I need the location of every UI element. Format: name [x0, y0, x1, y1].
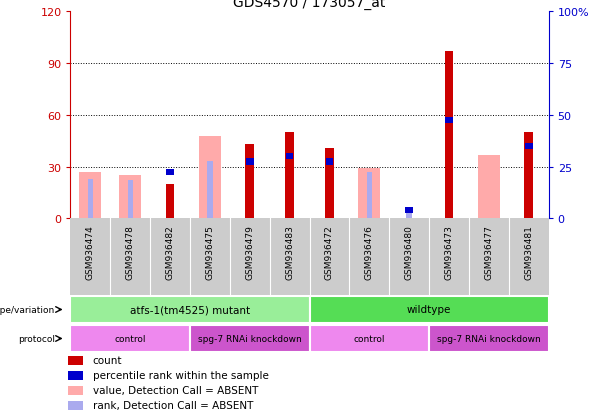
Bar [68, 386, 83, 395]
Text: control: control [354, 334, 385, 343]
Bar [166, 169, 174, 176]
Bar [120, 176, 141, 219]
Bar [429, 325, 549, 352]
Text: spg-7 RNAi knockdown: spg-7 RNAi knockdown [437, 334, 541, 343]
Bar [524, 133, 533, 219]
Text: GSM936480: GSM936480 [405, 225, 414, 280]
Bar [246, 159, 254, 165]
Bar [406, 210, 412, 219]
Text: control: control [115, 334, 146, 343]
Text: percentile rank within the sample: percentile rank within the sample [93, 370, 268, 380]
Bar [285, 133, 294, 219]
Text: GSM936482: GSM936482 [166, 225, 175, 280]
Text: atfs-1(tm4525) mutant: atfs-1(tm4525) mutant [130, 305, 250, 315]
Bar [70, 325, 190, 352]
Bar [326, 159, 333, 165]
Text: GSM936479: GSM936479 [245, 225, 254, 280]
Bar [310, 325, 429, 352]
Text: protocol: protocol [18, 334, 55, 343]
Bar [199, 136, 221, 219]
Text: rank, Detection Call = ABSENT: rank, Detection Call = ABSENT [93, 401, 253, 411]
Bar [405, 207, 413, 213]
Bar [444, 52, 454, 219]
Bar [68, 401, 83, 410]
Bar [327, 169, 332, 219]
Bar [359, 169, 380, 219]
Bar [70, 297, 310, 323]
Bar [286, 154, 294, 160]
Text: GSM936474: GSM936474 [86, 225, 95, 280]
Text: genotype/variation: genotype/variation [0, 305, 55, 314]
Bar [166, 185, 175, 219]
Bar [310, 297, 549, 323]
Text: GSM936472: GSM936472 [325, 225, 334, 280]
Bar [247, 164, 253, 219]
Bar [80, 173, 101, 219]
Bar [245, 145, 254, 219]
Bar [190, 325, 310, 352]
Bar [445, 118, 453, 124]
Text: GSM936481: GSM936481 [524, 225, 533, 280]
Text: GSM936476: GSM936476 [365, 225, 374, 280]
Bar [128, 181, 133, 219]
Bar [525, 144, 533, 150]
Title: GDS4570 / 173057_at: GDS4570 / 173057_at [234, 0, 386, 10]
Bar [367, 173, 372, 219]
Bar [88, 179, 93, 219]
Bar [68, 371, 83, 380]
Text: GSM936475: GSM936475 [205, 225, 215, 280]
Text: value, Detection Call = ABSENT: value, Detection Call = ABSENT [93, 386, 258, 396]
Text: GSM936477: GSM936477 [484, 225, 493, 280]
Text: wildtype: wildtype [407, 305, 451, 315]
Text: GSM936473: GSM936473 [444, 225, 454, 280]
Text: count: count [93, 356, 122, 366]
Bar [68, 356, 83, 365]
Text: GSM936483: GSM936483 [285, 225, 294, 280]
Text: spg-7 RNAi knockdown: spg-7 RNAi knockdown [198, 334, 302, 343]
Bar [478, 155, 500, 219]
Bar [207, 162, 213, 219]
Bar [325, 148, 334, 219]
Text: GSM936478: GSM936478 [126, 225, 135, 280]
